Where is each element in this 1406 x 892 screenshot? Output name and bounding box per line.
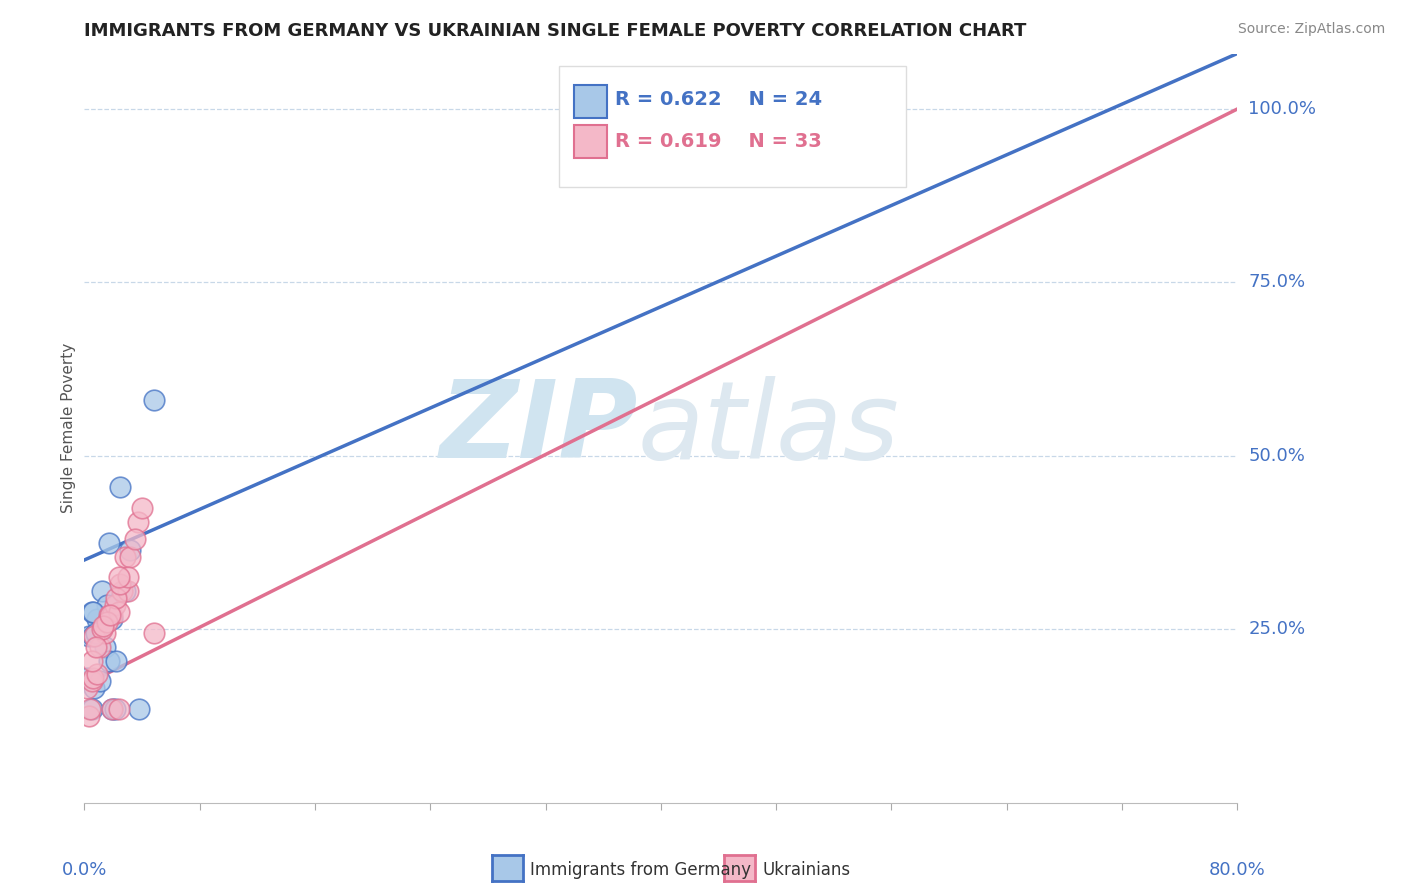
Text: 80.0%: 80.0% <box>1209 861 1265 879</box>
Point <box>97 608 120 623</box>
Point <box>100 702 122 716</box>
Point <box>108 570 131 584</box>
Point <box>104 598 127 612</box>
Point <box>124 532 146 546</box>
Point <box>114 584 136 599</box>
Point <box>86 612 108 626</box>
Point <box>93 625 115 640</box>
Point <box>77 629 100 643</box>
Point <box>120 542 142 557</box>
Text: 25.0%: 25.0% <box>1249 620 1306 639</box>
Text: Source: ZipAtlas.com: Source: ZipAtlas.com <box>1237 22 1385 37</box>
Point <box>80 605 103 619</box>
Point <box>76 681 98 696</box>
Text: atlas: atlas <box>638 376 900 481</box>
Point <box>110 577 132 591</box>
Point <box>108 605 131 619</box>
Text: 0.0%: 0.0% <box>62 861 107 879</box>
Point <box>98 608 121 623</box>
Point <box>91 619 114 633</box>
Point <box>120 549 142 564</box>
Point <box>108 702 131 716</box>
Text: Ukrainians: Ukrainians <box>762 861 851 879</box>
Point <box>80 674 103 689</box>
Point <box>90 623 112 637</box>
Point <box>96 598 118 612</box>
Point <box>80 702 103 716</box>
Point <box>97 535 120 549</box>
Point <box>97 654 120 668</box>
Point <box>83 681 105 696</box>
Point <box>89 640 111 654</box>
Point <box>93 640 115 654</box>
Point <box>142 393 165 408</box>
Point <box>84 640 107 654</box>
Point <box>104 702 127 716</box>
Point <box>111 584 134 599</box>
Y-axis label: Single Female Poverty: Single Female Poverty <box>60 343 76 513</box>
Text: 100.0%: 100.0% <box>1249 100 1316 118</box>
Point <box>76 671 98 685</box>
Point <box>84 625 107 640</box>
Point <box>128 702 150 716</box>
Text: Immigrants from Germany: Immigrants from Germany <box>530 861 751 879</box>
Point <box>86 667 108 681</box>
Point <box>100 608 122 623</box>
Point <box>127 515 149 529</box>
FancyBboxPatch shape <box>575 126 606 159</box>
FancyBboxPatch shape <box>575 85 606 118</box>
Point <box>100 702 122 716</box>
Text: R = 0.619    N = 33: R = 0.619 N = 33 <box>614 132 821 152</box>
Point <box>80 654 103 668</box>
Point <box>142 625 165 640</box>
Point <box>83 629 105 643</box>
Point <box>82 605 104 619</box>
Point <box>79 702 101 716</box>
Text: ZIP: ZIP <box>440 376 638 481</box>
Point <box>100 612 122 626</box>
Point <box>90 584 112 599</box>
Point <box>82 671 104 685</box>
Point <box>114 549 136 564</box>
Point <box>117 570 139 584</box>
Text: 75.0%: 75.0% <box>1249 274 1306 292</box>
Point <box>77 709 100 723</box>
Point <box>105 591 128 606</box>
Point <box>117 584 139 599</box>
Text: IMMIGRANTS FROM GERMANY VS UKRAINIAN SINGLE FEMALE POVERTY CORRELATION CHART: IMMIGRANTS FROM GERMANY VS UKRAINIAN SIN… <box>84 22 1026 40</box>
Point <box>131 500 153 515</box>
Text: R = 0.622    N = 24: R = 0.622 N = 24 <box>614 90 823 110</box>
FancyBboxPatch shape <box>560 66 907 187</box>
Point <box>96 615 118 630</box>
Point <box>89 674 111 689</box>
Point <box>110 480 132 494</box>
Text: 50.0%: 50.0% <box>1249 447 1305 465</box>
Point <box>82 629 104 643</box>
Point <box>105 654 128 668</box>
